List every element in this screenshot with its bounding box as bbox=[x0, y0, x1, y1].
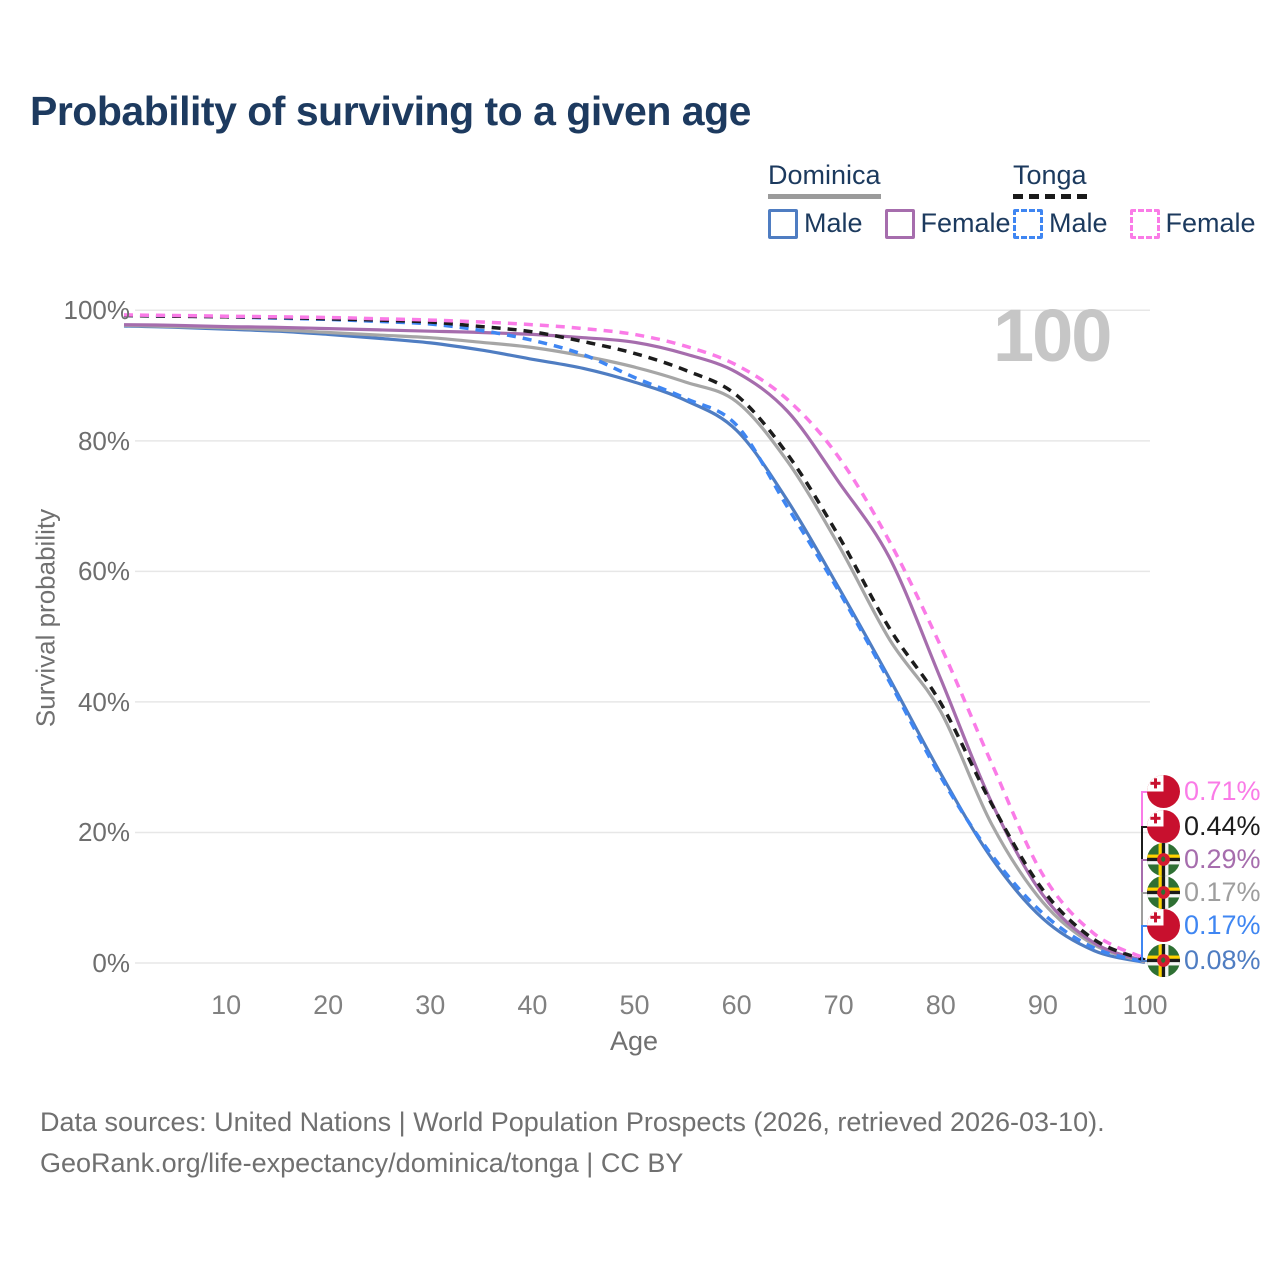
end-label-value: 0.17% bbox=[1184, 877, 1261, 907]
x-tick-label: 70 bbox=[823, 990, 854, 1020]
x-tick-label: 80 bbox=[925, 990, 956, 1020]
legend-group-tonga[interactable]: Tonga Male Female bbox=[1013, 160, 1278, 239]
series-line-dominica-female[interactable] bbox=[123, 323, 1146, 963]
x-tick-label: 90 bbox=[1027, 990, 1058, 1020]
series-line-tonga-female[interactable] bbox=[123, 313, 1146, 960]
legend-label-tonga-female[interactable]: Female bbox=[1165, 208, 1256, 238]
x-tick-label: 30 bbox=[415, 990, 446, 1020]
x-tick-label: 100 bbox=[1122, 990, 1168, 1020]
legend-swatch-dominica-female[interactable] bbox=[884, 208, 915, 239]
x-axis-title: Age bbox=[609, 1026, 659, 1056]
footer-attribution: Data sources: United Nations | World Pop… bbox=[40, 1102, 1105, 1184]
y-tick-label: 100% bbox=[63, 295, 131, 326]
legend-swatch-tonga-female[interactable] bbox=[1129, 208, 1160, 239]
y-axis-title: Survival probability bbox=[30, 508, 61, 728]
dominica-flag-icon bbox=[1147, 944, 1180, 977]
end-label-dominica-combined: 0.17% bbox=[1147, 876, 1261, 909]
end-label-value: 0.08% bbox=[1184, 945, 1261, 975]
x-tick-label: 40 bbox=[517, 990, 548, 1020]
y-tick-label: 0% bbox=[92, 948, 130, 978]
tonga-flag-icon bbox=[1147, 909, 1180, 942]
end-label-value: 0.17% bbox=[1184, 910, 1261, 940]
y-tick-label: 40% bbox=[77, 686, 130, 717]
legend-label-dominica-female[interactable]: Female bbox=[920, 208, 1011, 238]
end-label-value: 0.71% bbox=[1184, 776, 1261, 806]
x-tick-label: 50 bbox=[619, 990, 650, 1020]
footer-data-sources: Data sources: United Nations | World Pop… bbox=[40, 1107, 1105, 1137]
series-line-dominica-male[interactable] bbox=[123, 324, 1146, 965]
y-tick-label: 80% bbox=[77, 425, 130, 456]
end-label-tonga-female: 0.71% bbox=[1147, 775, 1261, 808]
legend-country-dominica[interactable]: Dominica bbox=[768, 160, 881, 199]
end-label-tonga-combined: 0.44% bbox=[1147, 810, 1261, 843]
end-label-value: 0.29% bbox=[1184, 844, 1261, 874]
series-line-tonga-male[interactable] bbox=[123, 313, 1146, 964]
x-tick-label: 60 bbox=[721, 990, 752, 1020]
page-title: Probability of surviving to a given age bbox=[30, 88, 751, 134]
legend-swatch-tonga-male[interactable] bbox=[1013, 208, 1043, 239]
legend-label-dominica-male[interactable]: Male bbox=[804, 208, 863, 238]
x-tick-label: 10 bbox=[211, 990, 242, 1020]
x-tick-label: 20 bbox=[313, 990, 344, 1020]
legend-group-dominica[interactable]: Dominica Male Female bbox=[768, 160, 1033, 239]
end-label-dominica-female: 0.29% bbox=[1147, 843, 1261, 876]
end-label-value: 0.44% bbox=[1184, 811, 1261, 841]
legend-country-tonga[interactable]: Tonga bbox=[1013, 160, 1087, 199]
tonga-flag-icon bbox=[1147, 810, 1180, 843]
end-label-dominica-male: 0.08% bbox=[1147, 944, 1261, 977]
series-line-tonga-combined[interactable] bbox=[123, 313, 1146, 962]
legend-swatch-dominica-male[interactable] bbox=[768, 208, 798, 239]
tonga-flag-icon bbox=[1147, 775, 1180, 808]
y-tick-label: 60% bbox=[77, 556, 130, 587]
dominica-flag-icon bbox=[1147, 843, 1180, 876]
watermark-age-100: 100 bbox=[993, 294, 1112, 377]
dominica-flag-icon bbox=[1147, 876, 1180, 909]
y-tick-label: 20% bbox=[77, 817, 130, 848]
series-line-dominica-combined[interactable] bbox=[123, 323, 1146, 964]
footer-url: GeoRank.org/life-expectancy/dominica/ton… bbox=[40, 1148, 684, 1178]
legend-label-tonga-male[interactable]: Male bbox=[1049, 208, 1108, 238]
end-label-tonga-male: 0.17% bbox=[1147, 909, 1261, 942]
